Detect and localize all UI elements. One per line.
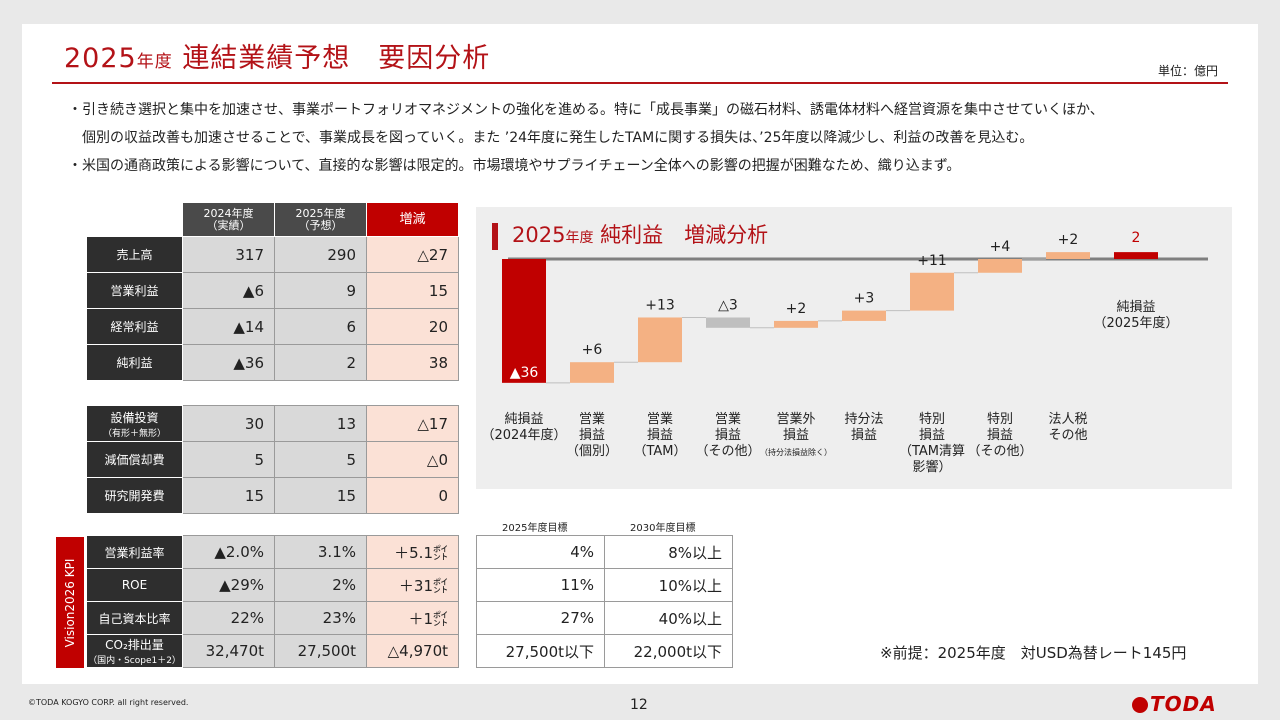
page-title: 2025年度 連結業績予想 要因分析 — [64, 43, 491, 74]
table-row: 純利益 ▲36 2 38 — [86, 344, 459, 381]
category-label: 損益 — [851, 428, 877, 443]
waterfall-bar — [638, 317, 682, 363]
kpi-table: 営業利益率 ▲2.0% 3.1% ＋5.1㌽ ROE ▲29% 2% ＋31㌽ … — [86, 535, 459, 668]
bullet-line: ・米国の通商政策による影響について、直接的な影響は限定的。市場環境やサプライチェ… — [68, 158, 961, 174]
data-label: +11 — [917, 253, 947, 269]
table-row: 減価償却費 5 5 △0 — [86, 441, 459, 478]
table-row: ROE ▲29% 2% ＋31㌽ — [86, 568, 459, 602]
data-label: +3 — [854, 291, 875, 307]
category-label: 損益 — [919, 428, 945, 443]
table-row: 売上高 317 290 △27 — [86, 236, 459, 273]
category-label: （TAM清算 — [899, 444, 965, 459]
category-label: 損益 — [579, 428, 605, 443]
table-row: 営業利益 ▲6 9 15 — [86, 272, 459, 309]
bullet-line: ・引き続き選択と集中を加速させ、事業ポートフォリオマネジメントの強化を進める。特… — [68, 102, 1104, 118]
data-label: +2 — [1058, 232, 1079, 248]
category-label: 損益 — [987, 428, 1013, 443]
waterfall-bar — [1114, 252, 1158, 259]
company-logo: TODA — [1132, 692, 1217, 716]
table-row: 27,500t以下 22,000t以下 — [476, 634, 733, 668]
category-label: （個別） — [566, 444, 618, 459]
target-header-2030: 2030年度目標 — [630, 523, 696, 534]
table-row: 4% 8%以上 — [476, 535, 733, 569]
table-row: 27% 40%以上 — [476, 601, 733, 635]
category-label: 営業外 — [776, 411, 815, 427]
category-label: その他 — [1048, 428, 1087, 443]
waterfall-bar — [570, 362, 614, 383]
page-number: 12 — [630, 697, 648, 713]
data-label: +6 — [582, 342, 603, 358]
header-change: 増減 — [366, 202, 459, 237]
category-label: （2024年度） — [481, 427, 566, 443]
category-label: （持分法損益除く） — [760, 447, 832, 457]
category-label: 損益 — [647, 428, 673, 443]
category-label: 純損益 — [1116, 300, 1155, 315]
category-label: 法人税 — [1048, 412, 1087, 427]
category-label: 損益 — [715, 428, 741, 443]
category-label: （その他） — [695, 444, 760, 459]
logo-mark-icon — [1132, 697, 1148, 713]
table-row: 経常利益 ▲14 6 20 — [86, 308, 459, 345]
waterfall-bar — [978, 259, 1022, 273]
category-label: 損益 — [783, 428, 809, 443]
table-row: 11% 10%以上 — [476, 568, 733, 602]
table-row: 研究開発費 15 15 0 — [86, 477, 459, 514]
kpi-tab: Vision2026 KPI — [56, 537, 84, 668]
category-label: 営業 — [647, 411, 673, 427]
category-label: 特別 — [987, 412, 1013, 427]
category-label: 影響） — [912, 459, 951, 475]
pl-table: 2024年度 （実績） 2025年度 （予想） 増減 売上高 317 290 △27… — [86, 202, 459, 381]
category-label: （その他） — [967, 444, 1032, 459]
category-label: （2025年度） — [1093, 315, 1178, 331]
waterfall-bar — [910, 272, 954, 311]
waterfall-chart: 2025年度 純利益 増減分析 ▲36 +6 +13 △3 +2 +3 +11 +4 +2 2 純損… — [476, 207, 1232, 489]
table-row: 営業利益率 ▲2.0% 3.1% ＋5.1㌽ — [86, 535, 459, 569]
waterfall-bar — [1046, 252, 1090, 259]
data-label: 2 — [1132, 230, 1141, 246]
category-label: 特別 — [919, 412, 945, 427]
waterfall-bar — [706, 317, 750, 328]
capex-table: 設備投資 （有形＋無形） 30 13 △17 減価償却費 5 5 △0 研究開発費… — [86, 405, 459, 514]
data-label: ▲36 — [510, 365, 539, 381]
category-label: 営業 — [579, 411, 605, 427]
data-label: +2 — [786, 301, 807, 317]
waterfall-bar — [502, 259, 546, 383]
unit-label: 単位：億円 — [1158, 64, 1219, 78]
header-2025: 2025年度 （予想） — [274, 202, 367, 237]
category-label: （TAM） — [633, 444, 686, 459]
table-row: 設備投資 （有形＋無形） 30 13 △17 — [86, 405, 459, 442]
copyright: ©TODA KOGYO CORP. all right reserved. — [28, 698, 189, 707]
bullet-line: 個別の収益改善も加速させることで、事業成長を図っていく。また ’24年度に発生し… — [68, 130, 1034, 146]
waterfall-bar — [842, 310, 886, 321]
category-label: 営業 — [715, 411, 741, 427]
data-label: +4 — [990, 239, 1011, 255]
header-2024: 2024年度 （実績） — [182, 202, 275, 237]
title-divider — [52, 82, 1228, 84]
summary-bullets: ・引き続き選択と集中を加速させ、事業ポートフォリオマネジメントの強化を進める。特… — [68, 96, 1228, 180]
target-header-2025: 2025年度目標 — [502, 523, 568, 534]
table-row: 自己資本比率 22% 23% ＋1㌽ — [86, 601, 459, 635]
waterfall-bar — [774, 320, 818, 328]
data-label: △3 — [718, 297, 738, 313]
chart-title: 2025年度 純利益 増減分析 — [492, 223, 768, 250]
waterfall-svg: ▲36+6+13 △3 +2+3+11+4 +2 2純損益（2024年度）営業損益（個別… — [481, 230, 1208, 475]
table-row: CO₂排出量 （国内・Scope1＋2） 32,470t 27,500t △4,9… — [86, 634, 459, 668]
target-table: 4% 8%以上 11% 10%以上 27% 40%以上 27,500t以下 22,000… — [476, 535, 733, 668]
data-label: +13 — [645, 297, 675, 313]
category-label: 持分法 — [844, 412, 883, 427]
category-label: 純損益 — [504, 412, 543, 427]
premise-note: ※前提：2025年度 対USD為替レート145円 — [880, 644, 1187, 662]
